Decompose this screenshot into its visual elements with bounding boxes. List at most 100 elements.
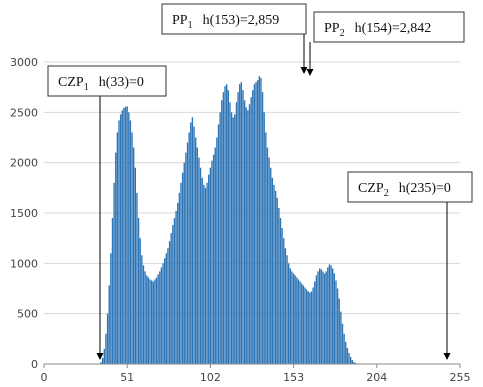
histogram-bar <box>124 106 127 365</box>
histogram-bar <box>152 281 154 364</box>
histogram-bar <box>289 268 291 364</box>
y-tick-label: 1500 <box>10 207 38 220</box>
histogram-bar <box>208 174 210 364</box>
histogram-bar <box>247 110 249 364</box>
histogram-bar <box>141 255 143 364</box>
histogram-bar <box>154 279 156 364</box>
histogram-bar <box>276 197 278 364</box>
annotation-arrowhead <box>306 69 314 76</box>
histogram-bar <box>322 271 324 364</box>
histogram-bar <box>315 275 318 364</box>
histogram-bar <box>136 192 138 364</box>
histogram-bar <box>333 273 336 364</box>
annotation-label: CZP2 h(235)=0 <box>358 181 451 199</box>
histogram-bar <box>353 361 355 364</box>
histogram-bar <box>297 279 300 364</box>
histogram-bar <box>198 157 200 364</box>
histogram-bar <box>225 84 228 365</box>
histogram-bar <box>250 97 252 364</box>
histogram-bar <box>266 147 269 364</box>
histogram-bar <box>149 279 151 364</box>
histogram-bar <box>147 277 150 364</box>
histogram-bar <box>312 287 314 364</box>
histogram-bar <box>203 184 205 364</box>
histogram-bar <box>113 182 115 364</box>
histogram-bar <box>281 228 283 364</box>
histogram-bar <box>100 361 102 364</box>
histogram-bar <box>168 241 171 364</box>
histogram-bar <box>292 273 295 364</box>
histogram-bar <box>346 347 349 364</box>
axes: 0 500 1000 1500 2000 2500 3000 0 51 102 153 204 255 <box>10 56 471 384</box>
histogram-bar <box>248 104 251 364</box>
histogram-bar <box>341 323 344 364</box>
histogram-bar <box>170 233 172 364</box>
histogram-bar <box>204 187 207 364</box>
histogram-bar <box>332 268 334 364</box>
histogram-bar <box>263 112 265 364</box>
histogram-bar <box>307 291 309 364</box>
histogram-bar <box>345 341 347 364</box>
histogram-bar <box>310 291 313 364</box>
histogram-bar <box>119 114 122 364</box>
histogram-bar <box>196 147 198 364</box>
histogram-bar <box>134 167 137 364</box>
histogram-bar <box>146 275 148 364</box>
histogram-bar <box>256 80 259 365</box>
histogram-bar <box>260 77 262 364</box>
histogram-bar <box>165 253 167 364</box>
histogram-bar <box>340 311 342 364</box>
annotation-box <box>47 65 167 97</box>
histogram-bar <box>221 100 223 364</box>
y-tick-label: 1000 <box>10 257 38 270</box>
histogram-bar <box>239 84 241 365</box>
histogram-bar <box>219 112 221 364</box>
histogram-bar <box>294 275 296 364</box>
histogram-bar <box>206 182 208 364</box>
histogram-bar <box>273 184 275 364</box>
y-tick-label: 500 <box>17 308 38 321</box>
histogram-bar <box>178 192 181 364</box>
histogram-bar <box>159 271 161 364</box>
histogram-bar <box>115 152 117 364</box>
histogram-bar <box>328 264 331 364</box>
annotation-arrowhead <box>443 353 451 360</box>
histogram-bar <box>116 132 119 364</box>
histogram-bar <box>111 218 114 364</box>
histogram-bar <box>330 265 332 364</box>
histogram-bar <box>190 122 192 365</box>
histogram-bar <box>193 126 195 365</box>
histogram-bar <box>274 190 277 364</box>
histogram-bar <box>123 107 125 365</box>
histogram-bar <box>162 263 164 364</box>
gridlines <box>44 61 460 315</box>
x-tick-label: 102 <box>200 371 221 384</box>
histogram-bar <box>212 154 215 364</box>
histogram-bar <box>183 162 185 364</box>
histogram-bar <box>227 90 229 364</box>
histogram-bar <box>194 137 197 364</box>
histogram-bar <box>278 207 280 364</box>
histogram-bar <box>354 362 357 364</box>
histogram-bar <box>237 92 239 364</box>
histogram-bar <box>201 177 203 364</box>
histogram-bar <box>118 120 120 364</box>
histogram-bar <box>222 92 225 364</box>
histogram-bar <box>261 92 264 364</box>
histogram-bar <box>268 157 270 364</box>
histogram-bar <box>304 287 306 364</box>
histogram-bars <box>98 76 360 365</box>
x-tick-label: 204 <box>366 371 387 384</box>
histogram-bar <box>150 280 153 364</box>
histogram-bar <box>106 313 109 364</box>
histogram-bar <box>216 137 218 364</box>
histogram-bar <box>265 132 267 364</box>
histogram-bar <box>253 84 256 365</box>
histogram-bar <box>181 172 184 364</box>
histogram-bar <box>302 285 305 364</box>
annotation-arrowhead <box>300 67 308 74</box>
histogram-bar <box>209 167 212 364</box>
histogram-bar <box>157 274 159 364</box>
histogram-bar <box>199 167 202 364</box>
